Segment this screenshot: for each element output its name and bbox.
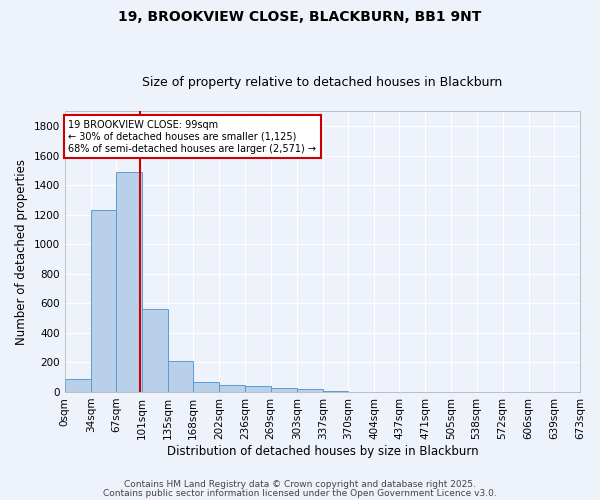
Text: 19 BROOKVIEW CLOSE: 99sqm
← 30% of detached houses are smaller (1,125)
68% of se: 19 BROOKVIEW CLOSE: 99sqm ← 30% of detac…	[68, 120, 316, 154]
Title: Size of property relative to detached houses in Blackburn: Size of property relative to detached ho…	[142, 76, 502, 90]
Bar	[168, 361, 193, 392]
Text: Contains public sector information licensed under the Open Government Licence v3: Contains public sector information licen…	[103, 488, 497, 498]
Bar	[296, 388, 323, 392]
X-axis label: Distribution of detached houses by size in Blackburn: Distribution of detached houses by size …	[167, 444, 478, 458]
Bar	[142, 308, 168, 392]
Text: Contains HM Land Registry data © Crown copyright and database right 2025.: Contains HM Land Registry data © Crown c…	[124, 480, 476, 489]
Bar	[65, 378, 91, 392]
Bar	[323, 391, 348, 392]
Bar	[220, 384, 245, 392]
Y-axis label: Number of detached properties: Number of detached properties	[15, 158, 28, 344]
Bar	[271, 388, 296, 392]
Bar	[193, 382, 220, 392]
Bar	[245, 386, 271, 392]
Bar	[116, 172, 142, 392]
Text: 19, BROOKVIEW CLOSE, BLACKBURN, BB1 9NT: 19, BROOKVIEW CLOSE, BLACKBURN, BB1 9NT	[118, 10, 482, 24]
Bar	[91, 210, 116, 392]
